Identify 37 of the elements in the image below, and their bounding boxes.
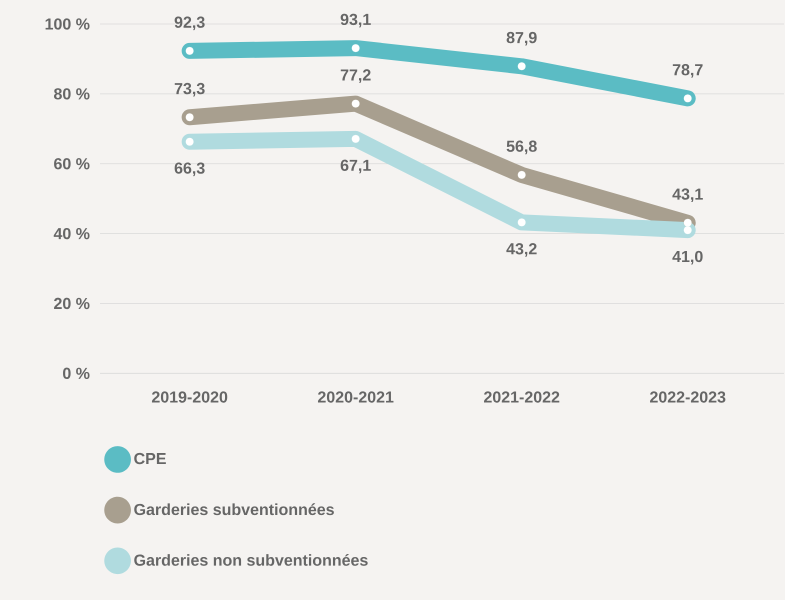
- point: [352, 100, 360, 108]
- data-label: 43,2: [506, 243, 537, 257]
- y-tick-label: 40 %: [54, 228, 90, 240]
- data-label: 67,1: [340, 160, 371, 174]
- point: [186, 113, 194, 122]
- x-tick-label: 2022-2023: [650, 391, 726, 403]
- data-label: 93,1: [340, 14, 371, 28]
- x-tick-label: 2019-2020: [152, 391, 228, 403]
- point: [186, 138, 194, 146]
- y-tick-label: 60 %: [54, 158, 90, 170]
- data-label: 78,7: [672, 64, 703, 78]
- y-tick-label: 80 %: [54, 88, 90, 100]
- data-label: 56,8: [506, 140, 537, 154]
- legend-label: Garderies subventionnées: [134, 503, 334, 516]
- data-label: 43,1: [672, 188, 703, 202]
- point: [352, 44, 360, 52]
- legend-label: Garderies non subventionnées: [134, 554, 368, 566]
- y-tick-label: 20 %: [54, 298, 90, 310]
- y-tick-label: 0 %: [63, 368, 90, 379]
- x-tick-label: 2020-2021: [318, 391, 394, 403]
- data-label: 66,3: [174, 162, 205, 176]
- point: [518, 218, 526, 226]
- y-tick-label: 100 %: [46, 18, 90, 30]
- x-tick-label: 2021-2022: [484, 391, 560, 403]
- point: [684, 226, 692, 234]
- legend-label: CPE: [134, 452, 166, 464]
- data-label: 92,3: [174, 16, 205, 30]
- point: [518, 62, 526, 70]
- point: [684, 94, 692, 102]
- point: [352, 134, 360, 144]
- data-label: 87,9: [506, 32, 537, 46]
- point: [186, 46, 194, 55]
- point: [684, 218, 692, 227]
- data-label: 77,2: [340, 69, 371, 83]
- point: [518, 170, 526, 179]
- data-label: 41,0: [672, 250, 703, 264]
- data-label: 73,3: [174, 82, 205, 97]
